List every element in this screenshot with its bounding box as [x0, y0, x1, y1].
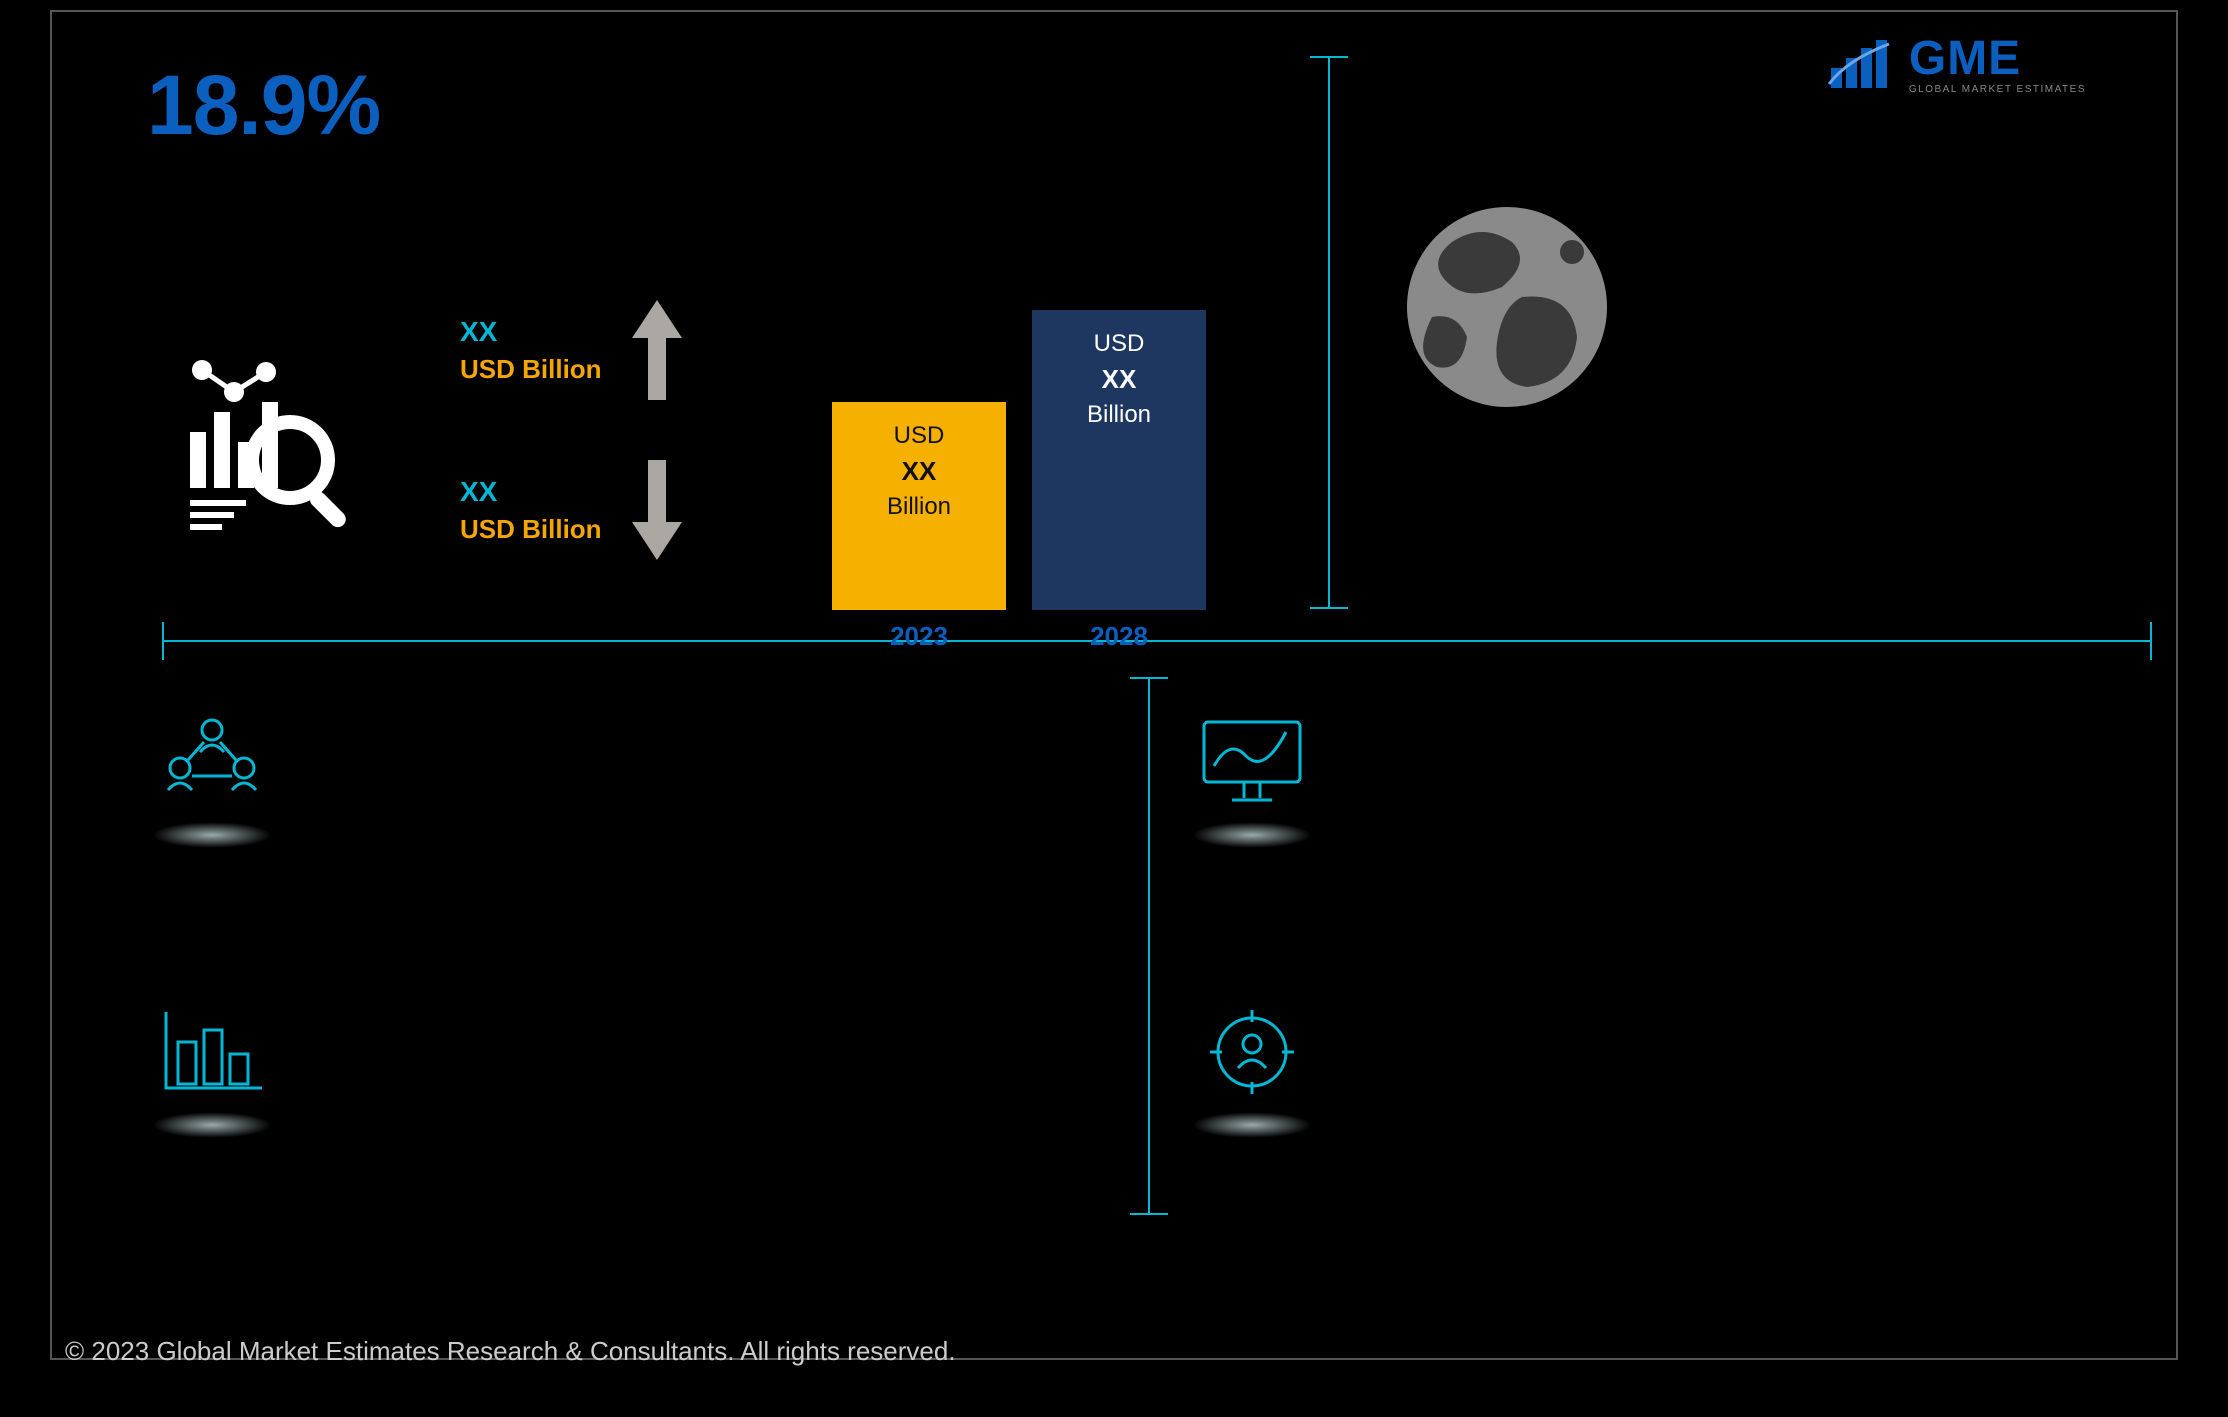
section-players — [152, 712, 272, 848]
infographic-frame: 18.9% GME GLOBAL MARKET ESTIMATES — [50, 10, 2178, 1360]
icon-shadow — [1192, 822, 1312, 848]
copyright-text: © 2023 Global Market Estimates Research … — [65, 1336, 956, 1367]
logo-subtext: GLOBAL MARKET ESTIMATES — [1909, 84, 2086, 95]
section-segment — [152, 1002, 272, 1138]
bar-2023: USD XX Billion 2023 — [832, 402, 1006, 610]
icon-shadow — [152, 822, 272, 848]
bar-2028-billion: Billion — [1087, 401, 1151, 429]
market-size-low: XX USD Billion — [460, 460, 760, 560]
growth-bar-chart: USD XX Billion 2023 USD XX Billion 2028 — [832, 270, 1212, 610]
logo-bars-icon — [1827, 40, 1897, 92]
section-drivers — [1192, 712, 1312, 848]
bar-2028-xx: XX — [1102, 364, 1137, 395]
globe-icon — [1402, 202, 1612, 412]
cagr-value: 18.9% — [147, 57, 380, 154]
section-restraints — [1192, 1002, 1312, 1138]
low-xx: XX — [460, 476, 602, 508]
bar-2028-usd: USD — [1094, 330, 1145, 358]
market-size-high: XX USD Billion — [460, 300, 760, 400]
bar-2028: USD XX Billion 2028 — [1032, 310, 1206, 610]
icon-shadow — [1192, 1112, 1312, 1138]
bar-2028-year: 2028 — [1032, 621, 1206, 652]
logo-text: GME — [1909, 37, 2021, 80]
bar-chart-icon — [152, 1002, 272, 1102]
bar-2023-usd: USD — [894, 422, 945, 450]
bar-2023-year: 2023 — [832, 621, 1006, 652]
arrow-up-icon — [632, 300, 682, 400]
high-xx: XX — [460, 316, 602, 348]
high-usd: USD Billion — [460, 354, 602, 385]
market-research-icon — [172, 342, 362, 532]
bar-2023-billion: Billion — [887, 493, 951, 521]
target-user-icon — [1192, 1002, 1312, 1102]
low-usd: USD Billion — [460, 514, 602, 545]
bar-2023-xx: XX — [902, 456, 937, 487]
divider-vertical-bottom — [1148, 677, 1150, 1215]
brand-logo: GME GLOBAL MARKET ESTIMATES — [1827, 37, 2086, 95]
arrow-down-icon — [632, 460, 682, 560]
divider-vertical-top — [1328, 56, 1330, 609]
monitor-trend-icon — [1192, 712, 1312, 812]
people-network-icon — [152, 712, 272, 812]
icon-shadow — [152, 1112, 272, 1138]
